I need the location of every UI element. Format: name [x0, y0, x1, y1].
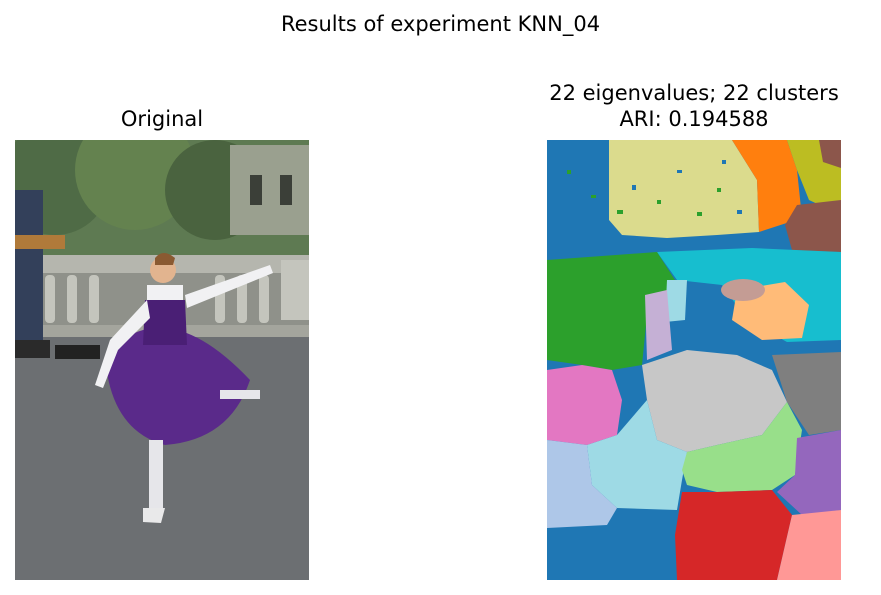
figure-suptitle: Results of experiment KNN_04 — [280, 12, 601, 36]
right-panel-title-line2: ARI: 0.194588 — [619, 107, 769, 131]
original-photo-illustration — [15, 140, 309, 580]
original-image — [15, 140, 309, 580]
right-panel-title-line1: 22 eigenvalues; 22 clusters — [549, 81, 839, 105]
segmentation-image — [547, 140, 841, 580]
segmentation-map — [547, 140, 841, 580]
right-panel-title: 22 eigenvalues; 22 clusters ARI: 0.19458… — [494, 80, 881, 132]
left-panel-title: Original — [120, 107, 204, 131]
